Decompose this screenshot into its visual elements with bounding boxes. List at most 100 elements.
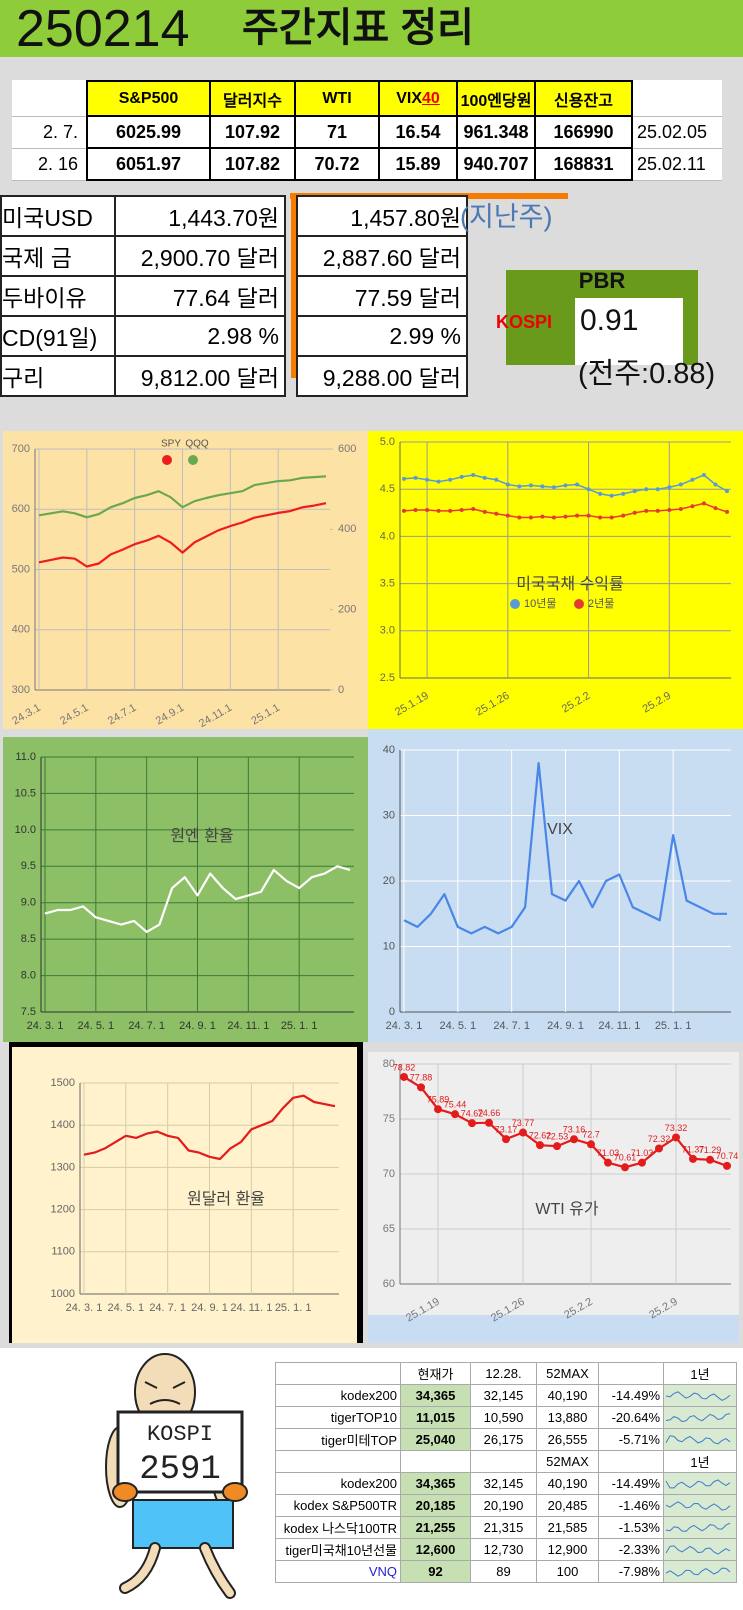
header-title: 주간지표 정리 <box>242 6 474 50</box>
etf-max: 20,485 <box>536 1494 599 1517</box>
x-tick-label: 24. 11. 1 <box>230 1302 272 1314</box>
data-point <box>644 487 649 492</box>
etf-name: kodex 나스닥100TR <box>275 1516 401 1539</box>
header-cell: 달러지수 <box>209 80 296 117</box>
sparkline-line <box>665 1412 731 1422</box>
etf-current: 11,015 <box>400 1406 471 1429</box>
data-point <box>482 509 487 514</box>
price-label: 두바이유 <box>0 275 116 317</box>
pbr-previous: (전주:0.88) <box>578 358 716 390</box>
etf-header-cell: 12.28. <box>470 1362 537 1385</box>
data-point <box>621 1163 629 1172</box>
chart-title: VIX <box>547 821 573 838</box>
header-text: 100엔당원 <box>460 92 532 110</box>
data-label: 73.77 <box>512 1118 535 1128</box>
x-tick-label: 25.1.1 <box>249 702 281 728</box>
sparkline-line <box>665 1567 731 1577</box>
data-point <box>672 1133 680 1142</box>
data-point <box>563 514 568 519</box>
data-point <box>417 1083 425 1092</box>
etf-header-cell <box>400 1450 471 1473</box>
etf-sparkline-cell <box>663 1472 737 1495</box>
data-point <box>604 1158 612 1167</box>
sparkline <box>665 1478 731 1488</box>
data-point <box>551 485 556 490</box>
x-tick-label: 24. 7. 1 <box>128 1020 165 1032</box>
etf-previous: 21,315 <box>470 1516 537 1539</box>
series-line <box>38 475 327 519</box>
pbr-box: PBR KOSPI 0.91 <box>496 268 698 365</box>
y-tick-label: 65 <box>383 1223 395 1235</box>
data-point <box>638 1158 646 1167</box>
etf-header-cell: 52MAX <box>536 1450 599 1473</box>
data-point <box>551 515 556 520</box>
y-tick-label: 10 <box>383 940 395 952</box>
y-tick-label: 10.0 <box>15 824 36 836</box>
x-tick-label: 24.3.1 <box>10 702 42 728</box>
etf-header-cell <box>598 1362 664 1385</box>
etf-header-row: 52MAX 1년 <box>275 1450 737 1473</box>
cartoon: KOSPI 2591 <box>105 1353 248 1599</box>
etf-sparkline-cell <box>663 1384 737 1407</box>
etf-current: 92 <box>400 1560 471 1583</box>
data-point <box>448 477 453 482</box>
data-label: 70.61 <box>614 1153 637 1163</box>
y-tick-label: 400 <box>12 624 30 636</box>
row-date: 25.02.05 <box>632 116 722 149</box>
chart-background <box>368 1052 739 1315</box>
price-previous: 9,288.00 달러 <box>296 355 468 397</box>
data-point <box>655 508 660 513</box>
y-tick-label: 1400 <box>51 1119 75 1131</box>
x-tick-label: 24.7.1 <box>106 702 138 728</box>
y-tick-label: 4.5 <box>380 483 395 495</box>
price-previous: 2,887.60 달러 <box>296 235 468 277</box>
last-week-note: (지난주) <box>460 202 553 232</box>
sparkline <box>665 1522 731 1532</box>
gap <box>285 196 297 236</box>
x-tick-label: 24. 5. 1 <box>439 1020 476 1032</box>
y-tick-label: 40 <box>383 744 395 756</box>
value-cell: 961.348 <box>456 116 536 149</box>
sign-value: 2591 <box>139 1451 221 1489</box>
etf-change: -1.53% <box>598 1516 664 1539</box>
gap <box>285 316 297 356</box>
etf-row: kodex S&P500TR 20,185 20,190 20,485 -1.46% <box>275 1494 737 1517</box>
x-tick-label: 24. 11. 1 <box>227 1020 269 1032</box>
y-tick-label: 700 <box>12 443 30 455</box>
etf-change: -14.49% <box>598 1384 664 1407</box>
sparkline <box>665 1544 731 1555</box>
data-point <box>540 484 545 489</box>
y2-tick-label: 0 <box>338 684 344 696</box>
x-tick-label: 24. 11. 1 <box>598 1020 640 1032</box>
y-tick-label: 30 <box>383 809 395 821</box>
pbr-title: PBR <box>578 268 626 293</box>
etf-header-cell: 52MAX <box>536 1362 599 1385</box>
etf-row: kodex200 34,365 32,145 40,190 -14.49% <box>275 1472 737 1495</box>
data-label: 72.7 <box>582 1130 600 1140</box>
value-cell: 168831 <box>534 148 633 181</box>
data-point <box>519 1128 527 1137</box>
price-row: CD(91일) 2.98 % 2.99 % <box>0 315 468 357</box>
y2-tick-label: 600 <box>338 443 356 455</box>
data-point <box>540 514 545 519</box>
x-tick-label: 25. 1. 1 <box>275 1302 312 1314</box>
x-tick-label: 24. 3. 1 <box>386 1020 423 1032</box>
header-cell: WTI <box>294 80 380 117</box>
data-point <box>713 506 718 511</box>
value-cell: 6051.97 <box>86 148 211 181</box>
data-point <box>434 1105 442 1114</box>
etf-current: 12,600 <box>400 1538 471 1561</box>
data-label: 71.29 <box>699 1145 722 1155</box>
chart-background <box>368 729 743 1042</box>
data-row: 2. 7. 6025.99 107.92 71 16.54 961.348 166990 25… <box>12 116 722 149</box>
data-point <box>678 507 683 512</box>
x-tick-label: 24. 9. 1 <box>547 1020 584 1032</box>
etf-name: tiger미국채10년선물 <box>275 1538 401 1561</box>
etf-current: 34,365 <box>400 1384 471 1407</box>
vix-level: 40 <box>422 89 440 107</box>
data-label: 73.16 <box>563 1125 586 1135</box>
gap <box>285 356 297 396</box>
etf-previous: 89 <box>470 1560 537 1583</box>
etf-current: 21,255 <box>400 1516 471 1539</box>
etf-row: VNQ 92 89 100 -7.98% <box>275 1560 737 1583</box>
